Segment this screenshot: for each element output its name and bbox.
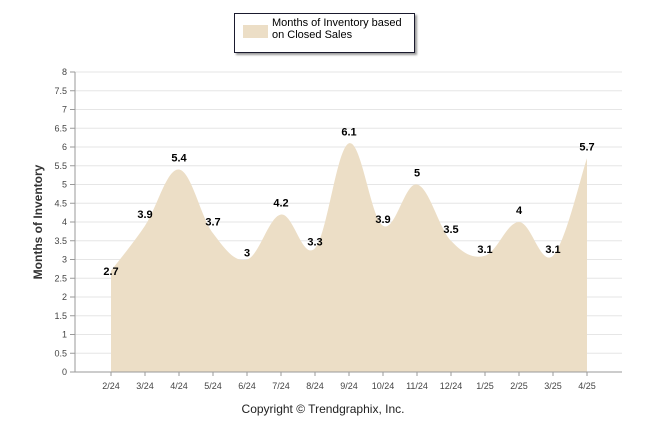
x-tick-label: 1/25	[476, 381, 494, 391]
y-tick-label: 3.5	[54, 236, 67, 246]
x-tick-label: 9/24	[340, 381, 358, 391]
y-tick-label: 0.5	[54, 348, 67, 358]
y-tick-label: 7.5	[54, 86, 67, 96]
y-tick-label: 2.5	[54, 273, 67, 283]
data-label: 3.9	[137, 209, 152, 221]
y-tick-label: 2	[62, 292, 67, 302]
y-tick-label: 6	[62, 142, 67, 152]
x-tick-label: 8/24	[306, 381, 324, 391]
y-tick-label: 5.5	[54, 161, 67, 171]
x-tick-label: 4/25	[578, 381, 596, 391]
data-label: 3	[244, 248, 250, 260]
x-tick-label: 12/24	[440, 381, 463, 391]
y-tick-label: 6.5	[54, 123, 67, 133]
y-tick-label: 3	[62, 255, 67, 265]
data-label: 3.7	[205, 216, 220, 228]
data-label: 3.1	[477, 244, 492, 256]
data-label: 3.1	[545, 244, 560, 256]
data-labels: 2.7 3.9 5.4 3.7 3 4.2 3.3 6.1 3.9 5 3.5 3.1 4 3.1 5.7	[103, 126, 594, 278]
data-label: 4.2	[273, 198, 288, 210]
x-tick-label: 4/24	[170, 381, 188, 391]
x-tick-label: 7/24	[272, 381, 290, 391]
data-label: 2.7	[103, 266, 118, 278]
y-axis-title: Months of Inventory	[31, 164, 45, 279]
x-tick-label: 6/24	[238, 381, 256, 391]
legend-swatch	[243, 25, 268, 38]
copyright-text: Copyright © Trendgraphix, Inc.	[241, 402, 405, 416]
data-label: 3.5	[443, 224, 458, 236]
data-label: 3.9	[375, 214, 390, 226]
y-tick-label: 0	[62, 367, 67, 377]
x-tick-label: 2/24	[102, 381, 120, 391]
x-tick-labels: 2/24 3/24 4/24 5/24 6/24 7/24 8/24 9/24 10/24 11/…	[102, 372, 596, 391]
x-tick-label: 3/25	[544, 381, 562, 391]
data-label: 4	[516, 205, 523, 217]
y-tick-label: 8	[62, 67, 67, 77]
x-tick-label: 2/25	[510, 381, 528, 391]
legend: Months of Inventory based on Closed Sale…	[234, 13, 415, 53]
data-label: 5.4	[171, 153, 187, 165]
y-tick-label: 7	[62, 105, 67, 115]
y-tick-label: 1.5	[54, 311, 67, 321]
area-series-months-of-inventory	[111, 143, 587, 372]
y-tick-label: 5	[62, 180, 67, 190]
y-tick-label: 4.5	[54, 198, 67, 208]
data-label: 6.1	[341, 126, 356, 138]
x-tick-label: 10/24	[372, 381, 395, 391]
y-tick-labels: 0 0.5 1 1.5 2 2.5 3 3.5 4 4.5 5 5.5 6 6.5 7 7.5 8	[54, 67, 67, 377]
data-label: 5	[414, 168, 420, 180]
data-label: 5.7	[579, 141, 594, 153]
area-series	[111, 143, 587, 372]
y-tick-label: 1	[62, 330, 67, 340]
x-tick-label: 11/24	[406, 381, 428, 391]
data-label: 3.3	[307, 236, 322, 248]
legend-label: Months of Inventory based on Closed Sale…	[272, 17, 402, 41]
y-tick-label: 4	[62, 217, 67, 227]
x-tick-label: 3/24	[136, 381, 154, 391]
x-tick-label: 5/24	[204, 381, 222, 391]
